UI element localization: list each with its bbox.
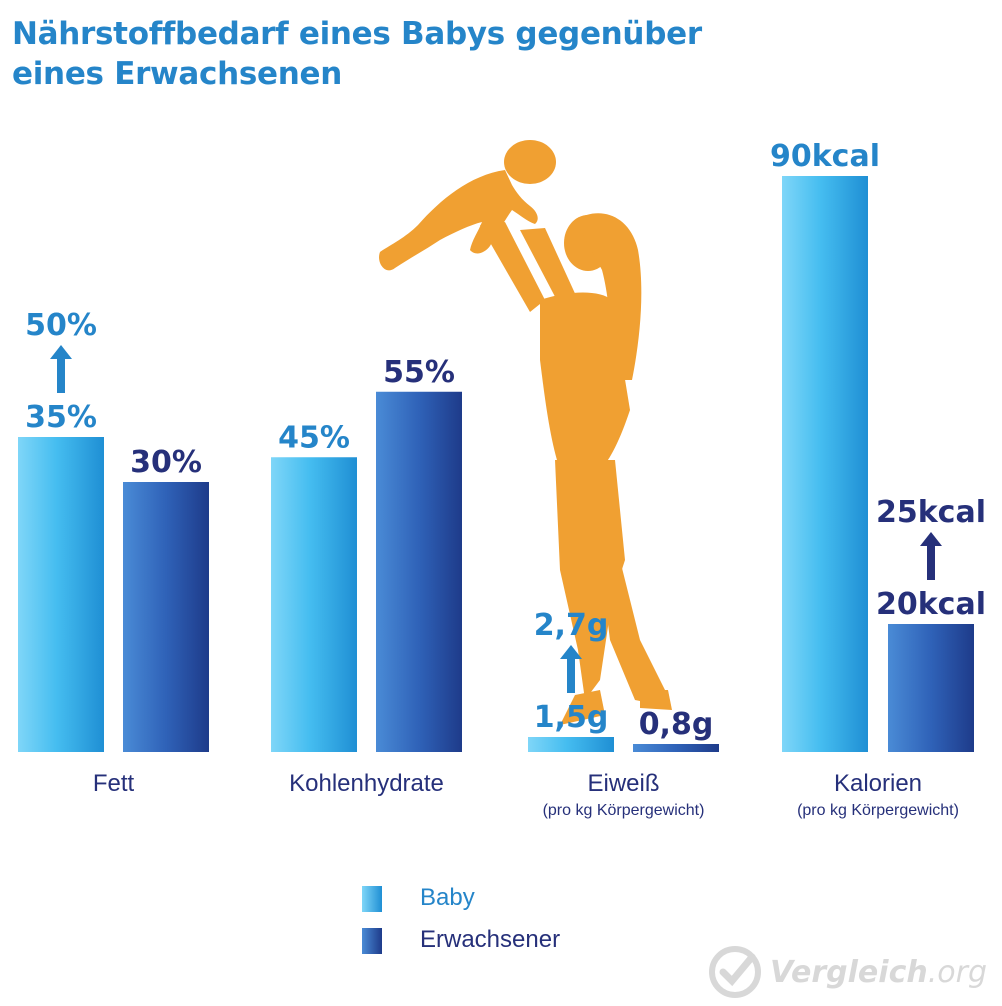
watermark-text: Vergleich.org [770, 955, 987, 990]
up-arrow-icon [920, 532, 942, 580]
data-label-adult-2: 0,8g [639, 707, 714, 742]
bars-layer [18, 176, 974, 752]
category-sublabel-3: (pro kg Körpergewicht) [797, 802, 959, 819]
increase-label-2: 25kcal [876, 495, 986, 530]
up-arrow-icon [50, 345, 72, 393]
bar-adult-2 [633, 744, 719, 752]
bar-baby-2 [528, 737, 614, 752]
category-label-3: Kalorien [833, 770, 923, 797]
increase-arrows-layer [50, 345, 942, 693]
category-sublabel-2: (pro kg Körpergewicht) [542, 802, 705, 819]
chart-title: Nährstoffbedarf eines Babys gegenüber ei… [12, 14, 812, 94]
category-label-2: Eiweiß [587, 770, 660, 797]
watermark-name: Vergleich [770, 954, 928, 990]
category-label-1: Kohlenhydrate [289, 770, 444, 797]
checkmark-logo-icon [709, 946, 761, 998]
data-label-adult-1: 55% [383, 355, 455, 390]
data-label-adult-3: 20kcal [876, 587, 986, 622]
data-label-baby-3: 90kcal [770, 139, 880, 174]
bar-baby-0 [18, 437, 104, 752]
bar-baby-3 [782, 176, 868, 752]
data-label-baby-1: 45% [278, 420, 350, 455]
chart-title-line1: Nährstoffbedarf eines Babys gegenüber [12, 16, 702, 52]
increase-label-0: 50% [25, 308, 97, 343]
up-arrow-icon [560, 645, 582, 693]
data-label-adult-0: 30% [130, 445, 202, 480]
bar-adult-1 [376, 391, 462, 752]
legend-swatch-1 [362, 928, 382, 954]
chart-title-line2: eines Erwachsenen [12, 56, 342, 92]
bar-adult-3 [888, 624, 974, 752]
increase-label-1: 2,7g [534, 608, 609, 643]
data-label-baby-2: 1,5g [534, 700, 609, 735]
bar-baby-1 [271, 457, 357, 752]
category-label-0: Fett [92, 770, 135, 797]
bar-adult-0 [123, 482, 209, 752]
value-labels-layer: 35% 30% 45% 55% 1,5g 0,8g 90kcal 20kcal 50% 2,7g 2… [25, 139, 986, 742]
mother-baby-silhouette-icon [379, 140, 672, 725]
legend-label-0: Baby [420, 884, 475, 911]
watermark-suffix: .org [927, 954, 987, 990]
watermark: Vergleich.org [708, 942, 987, 1002]
data-label-baby-0: 35% [25, 400, 97, 435]
legend-label-1: Erwachsener [420, 926, 561, 953]
legend-swatch-0 [362, 886, 382, 912]
